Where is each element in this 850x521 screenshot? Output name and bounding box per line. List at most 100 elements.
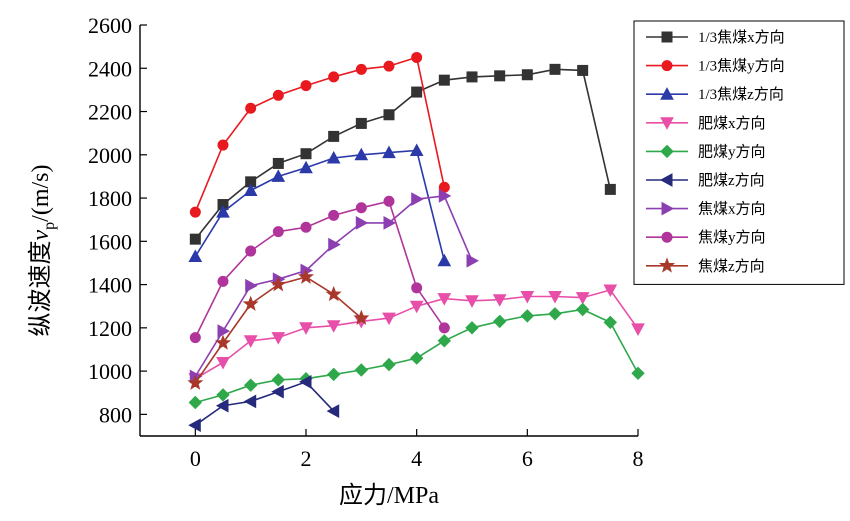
legend-item: 1/3焦煤y方向 [646, 58, 785, 75]
data-point [188, 395, 203, 410]
data-point [242, 295, 259, 311]
x-tick-label: 4 [411, 446, 422, 471]
data-point [216, 388, 230, 402]
legend-marker [659, 173, 673, 187]
data-point [189, 233, 201, 245]
x-tick-label: 8 [633, 446, 644, 471]
data-point [328, 130, 340, 142]
data-point [243, 183, 258, 196]
axes [139, 25, 638, 437]
legend-label: 肥煤x方向 [698, 115, 766, 132]
data-point [492, 314, 507, 329]
data-point [328, 71, 340, 83]
y-tick-label: 1200 [88, 316, 132, 341]
series-line [194, 149, 446, 261]
y-axis-title-variable: v [28, 229, 54, 240]
data-point [494, 70, 506, 82]
data-point [326, 150, 341, 164]
series-1 [189, 63, 616, 245]
data-point [575, 302, 590, 317]
y-tick-label: 2000 [88, 143, 132, 168]
series-line [194, 68, 612, 240]
data-point [325, 285, 342, 302]
series-3 [188, 143, 452, 267]
legend-label: 1/3焦煤z方向 [698, 86, 784, 103]
data-point [383, 60, 395, 72]
legend-marker [660, 87, 674, 100]
series-line [194, 380, 335, 426]
x-axis-title: 应力/MPa [339, 482, 439, 509]
data-point [631, 323, 645, 336]
data-point [409, 300, 424, 314]
x-tick-label: 0 [190, 446, 201, 471]
data-point [354, 363, 369, 377]
data-point [465, 295, 479, 308]
data-point [326, 320, 341, 333]
legend-item: 焦煤z方向 [646, 257, 765, 275]
data-point [271, 373, 286, 387]
legend-marker [660, 117, 674, 130]
data-point [548, 307, 562, 321]
data-point [549, 63, 561, 75]
x-tick-label: 2 [301, 446, 312, 471]
data-point [243, 335, 258, 348]
data-point [492, 294, 507, 307]
series-5 [188, 302, 645, 410]
data-point [271, 332, 286, 345]
data-point [603, 284, 618, 298]
data-point [217, 324, 231, 338]
data-point [300, 80, 312, 92]
data-point [631, 366, 645, 381]
data-point [326, 367, 341, 382]
data-point [383, 216, 397, 230]
data-point [382, 312, 396, 326]
data-point [298, 375, 312, 389]
legend-label: 肥煤z方向 [698, 172, 765, 189]
legend-item: 肥煤y方向 [646, 143, 766, 160]
data-point [603, 315, 618, 330]
series-line [194, 56, 446, 213]
data-point [271, 169, 286, 182]
y-tick-label: 2600 [88, 13, 132, 38]
data-point [438, 74, 450, 86]
data-point [328, 209, 340, 221]
data-point [217, 275, 229, 287]
legend-item: 1/3焦煤z方向 [646, 86, 784, 103]
legend: 1/3焦煤x方向 1/3焦煤y方向 1/3焦煤z方向肥煤x方向肥煤y方向肥煤z方向焦… [633, 20, 845, 285]
y-tick-label: 1800 [88, 186, 132, 211]
data-point [245, 102, 257, 114]
data-point [383, 109, 395, 121]
data-point [355, 216, 369, 230]
data-point [355, 63, 367, 75]
legend-marker [661, 60, 673, 72]
data-point [187, 374, 204, 390]
data-point [189, 332, 201, 344]
data-point [437, 293, 452, 306]
data-point [465, 321, 479, 335]
data-point [271, 384, 284, 399]
legend-item: 焦煤x方向 [646, 201, 766, 218]
data-point [243, 394, 257, 409]
legend-label: 焦煤z方向 [698, 258, 765, 275]
y-tick-label: 2400 [88, 56, 132, 81]
data-point [272, 226, 284, 238]
data-point [299, 322, 313, 335]
x-axis-ticks: 0 2 4 6 8 [190, 429, 644, 471]
data-point [575, 292, 590, 305]
legend-item: 肥煤z方向 [646, 172, 765, 189]
data-point [245, 278, 258, 293]
y-tick-label: 800 [99, 402, 132, 427]
data-point [355, 202, 367, 214]
y-tick-label: 1400 [88, 273, 132, 298]
data-point [189, 206, 201, 218]
legend-item: 肥煤x方向 [646, 115, 766, 132]
data-point [383, 195, 395, 207]
data-point [300, 148, 312, 160]
data-point [437, 253, 452, 267]
data-point [548, 291, 562, 304]
data-point [215, 398, 229, 413]
data-point [272, 89, 284, 101]
data-point [188, 418, 201, 433]
series-2 [189, 51, 450, 218]
